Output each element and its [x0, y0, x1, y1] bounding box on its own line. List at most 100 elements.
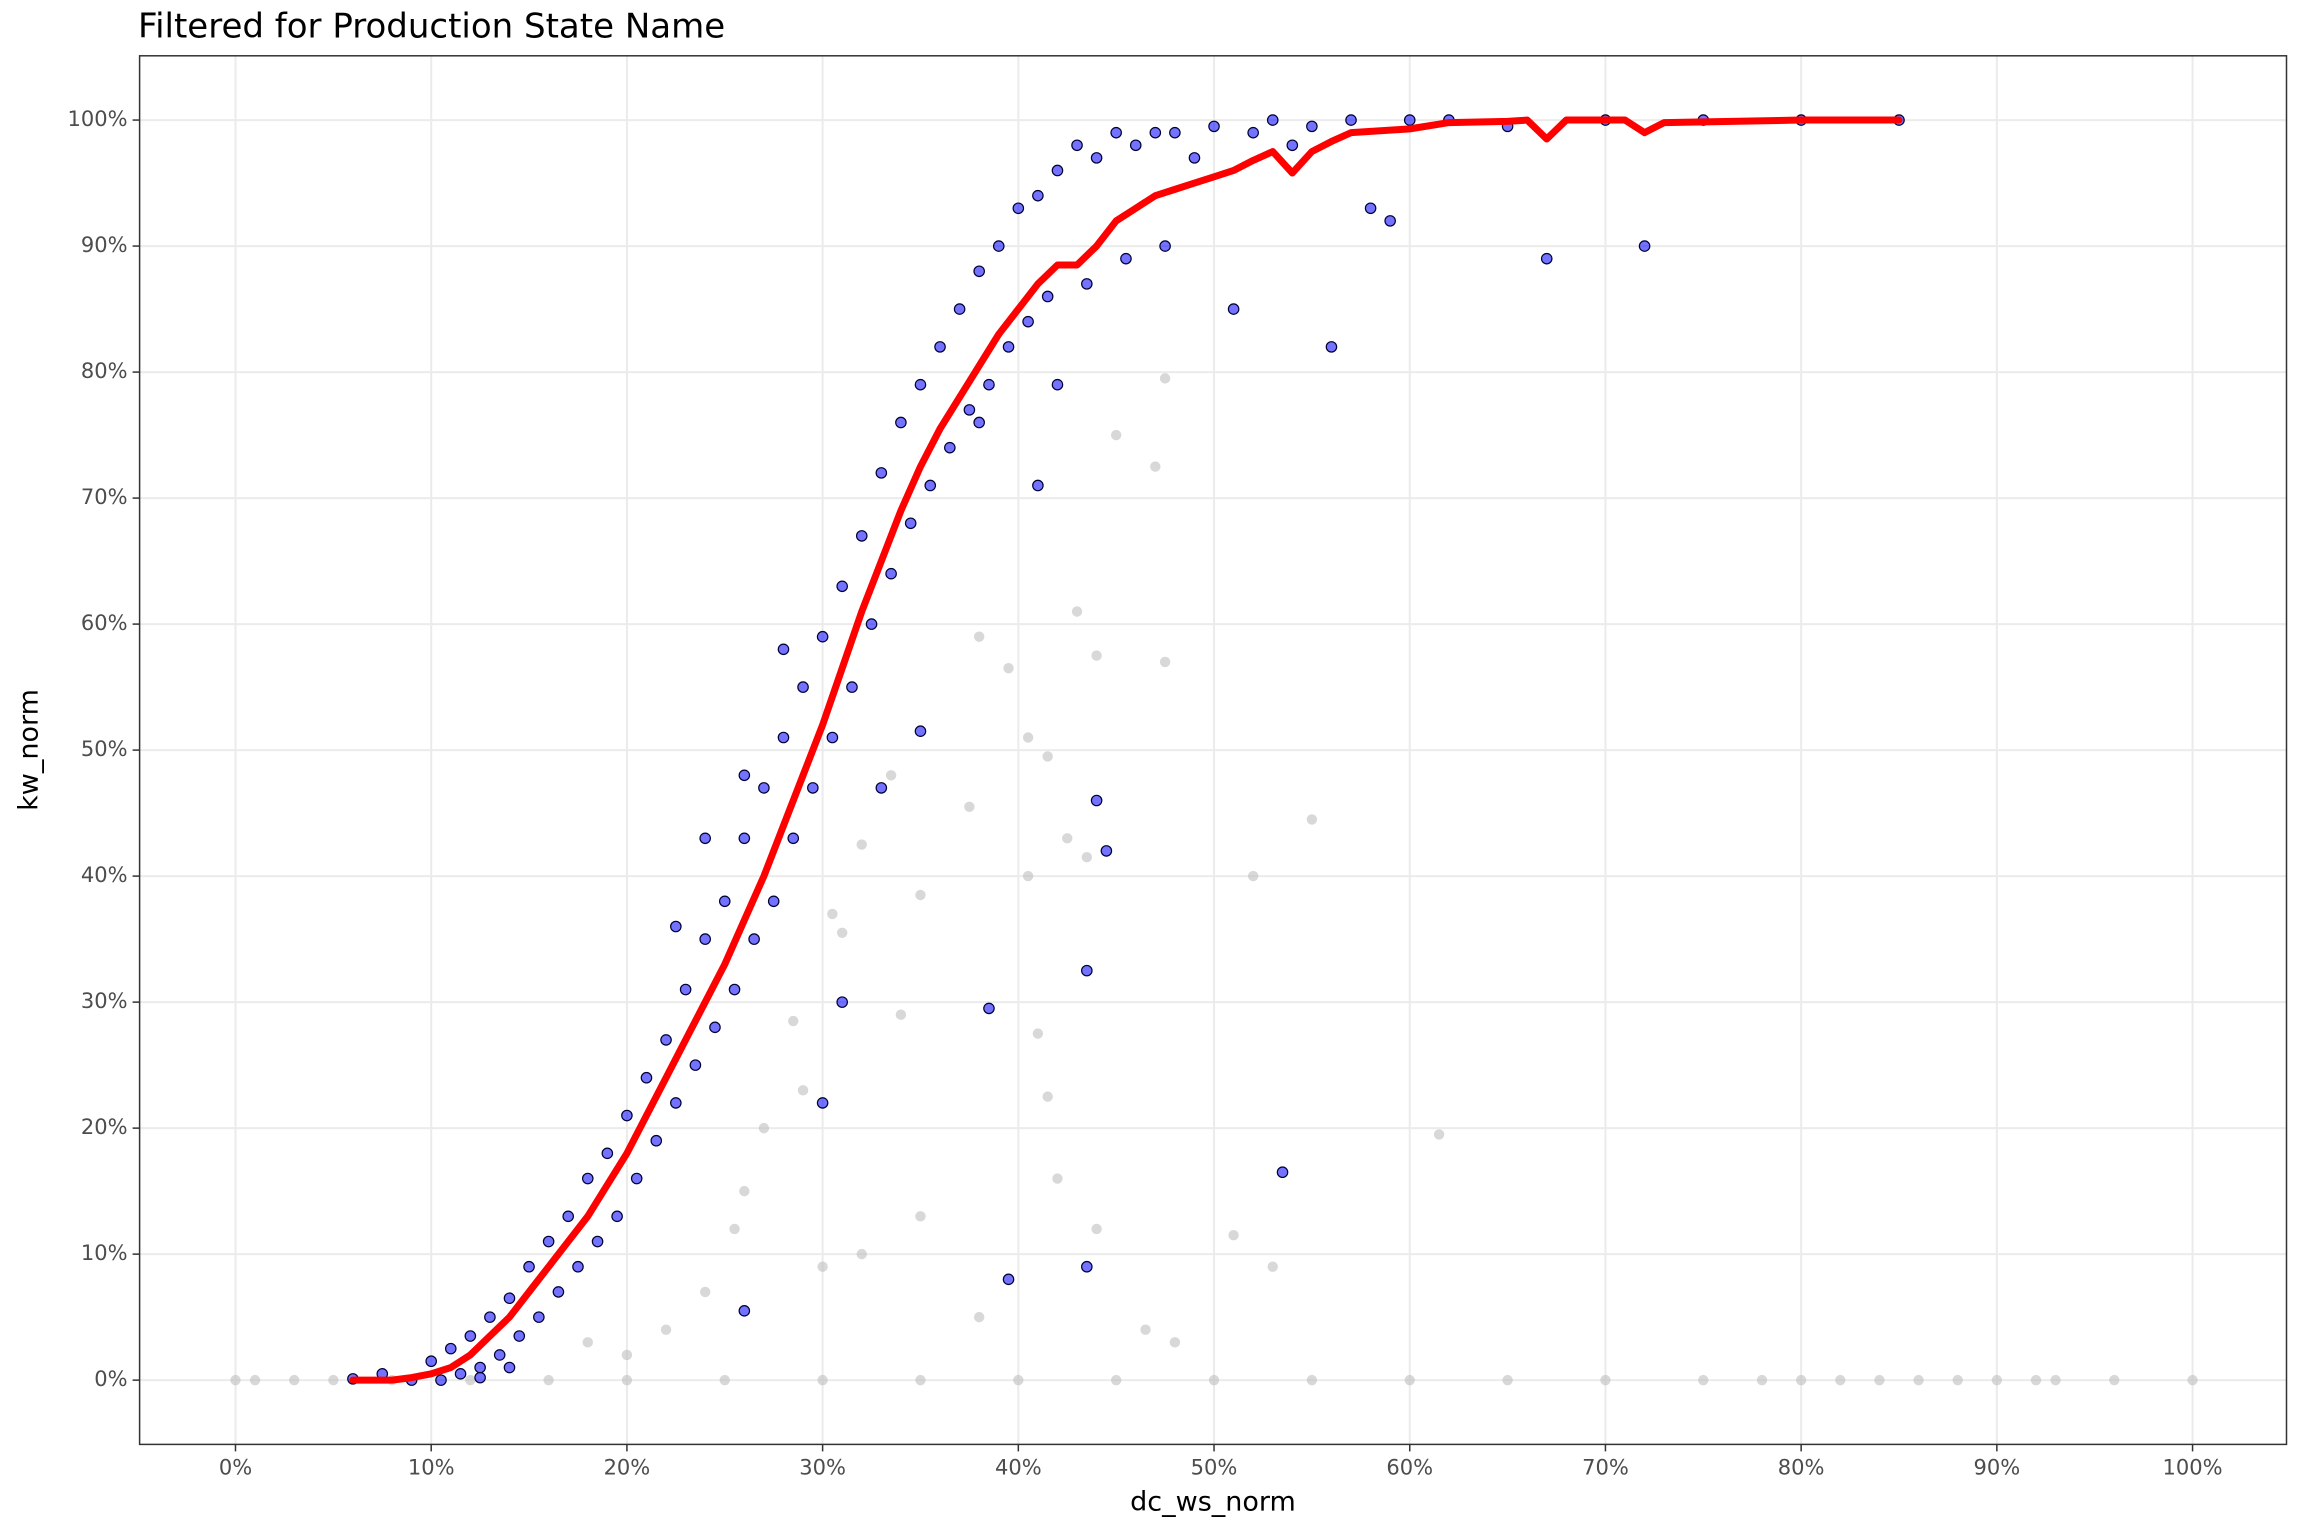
point: [1698, 1374, 1709, 1386]
x-tick-label: 100%: [2163, 1455, 2223, 1479]
x-tick-label: 20%: [604, 1455, 651, 1479]
point: [1110, 126, 1122, 139]
point: [1149, 126, 1162, 139]
point: [1913, 1374, 1924, 1386]
point: [640, 1071, 653, 1084]
point: [738, 1305, 751, 1317]
point: [1129, 139, 1142, 152]
y-tick-label: 30%: [81, 989, 128, 1013]
point: [670, 1097, 682, 1109]
point: [914, 725, 927, 737]
point: [1081, 964, 1093, 977]
point: [1032, 1028, 1044, 1039]
point: [1022, 870, 1034, 882]
point: [1169, 1337, 1181, 1348]
point: [1090, 794, 1103, 807]
point: [1345, 114, 1357, 126]
point: [1052, 1173, 1063, 1184]
point: [836, 580, 848, 593]
point: [2109, 1374, 2120, 1386]
point: [679, 983, 692, 996]
x-tick-label: 10%: [408, 1455, 455, 1479]
point: [885, 567, 897, 580]
x-tick-label: 50%: [1191, 1455, 1238, 1479]
point: [728, 983, 741, 996]
point: [289, 1374, 300, 1386]
point: [503, 1292, 516, 1305]
point: [464, 1330, 477, 1342]
point: [1228, 1230, 1239, 1241]
point: [729, 1223, 740, 1235]
point: [1051, 164, 1064, 177]
point: [983, 1002, 995, 1015]
y-tick-label: 0%: [94, 1367, 127, 1391]
point: [611, 1210, 623, 1223]
point: [1874, 1374, 1885, 1386]
point: [543, 1374, 554, 1386]
point: [1091, 650, 1102, 661]
y-tick-label: 20%: [81, 1115, 128, 1139]
point: [924, 479, 937, 492]
point: [1756, 1374, 1768, 1386]
point: [1403, 114, 1416, 126]
point: [581, 1172, 594, 1185]
point: [1071, 606, 1083, 617]
y-tick-label: 40%: [81, 863, 128, 887]
point: [816, 630, 829, 643]
point: [660, 1324, 672, 1335]
point: [973, 1311, 985, 1323]
point: [1032, 479, 1044, 492]
point: [1247, 870, 1259, 882]
point: [1081, 852, 1093, 863]
point: [699, 933, 711, 945]
point: [1140, 1324, 1151, 1335]
point: [562, 1210, 574, 1223]
point: [230, 1374, 241, 1386]
point: [2187, 1374, 2198, 1386]
point: [817, 1261, 828, 1272]
x-tick-label: 0%: [219, 1455, 252, 1479]
frame: 0% 10% 20% 30% 40% 50% 60% 70% 80% 90% 100% 0% 10% 20…: [68, 55, 2288, 1479]
point: [689, 1059, 702, 1071]
point: [474, 1371, 486, 1384]
point: [797, 681, 809, 693]
point: [836, 996, 848, 1008]
point: [865, 618, 878, 630]
panel-border: [138, 55, 2288, 1446]
point: [758, 782, 770, 794]
point: [1247, 126, 1259, 139]
point: [1062, 833, 1073, 844]
point: [826, 731, 839, 744]
point: [1208, 120, 1220, 133]
point: [1022, 732, 1034, 743]
point: [719, 1374, 730, 1386]
point: [709, 1021, 721, 1034]
x-tick-label: 80%: [1778, 1455, 1825, 1479]
point: [787, 832, 800, 845]
point: [1091, 1223, 1102, 1235]
y-tick-label: 80%: [81, 359, 128, 383]
x-axis-title: dc_ws_norm: [1130, 1487, 1296, 1518]
point: [816, 1097, 829, 1109]
point: [1003, 662, 1014, 674]
point: [1266, 114, 1279, 126]
point: [621, 1374, 633, 1386]
point: [1364, 202, 1377, 215]
point: [1384, 215, 1396, 227]
point: [1795, 1374, 1807, 1386]
point: [621, 1349, 633, 1361]
point: [1051, 378, 1064, 391]
point: [767, 895, 780, 908]
point: [2030, 1374, 2042, 1386]
point: [1227, 303, 1240, 315]
x-tick-label: 30%: [799, 1455, 846, 1479]
point: [963, 404, 976, 416]
point: [1306, 1374, 1318, 1386]
point: [1002, 341, 1015, 353]
point: [817, 1374, 828, 1386]
point: [493, 1349, 506, 1361]
point: [1306, 814, 1318, 825]
y-tick-label: 50%: [81, 737, 128, 761]
point: [601, 1147, 614, 1160]
